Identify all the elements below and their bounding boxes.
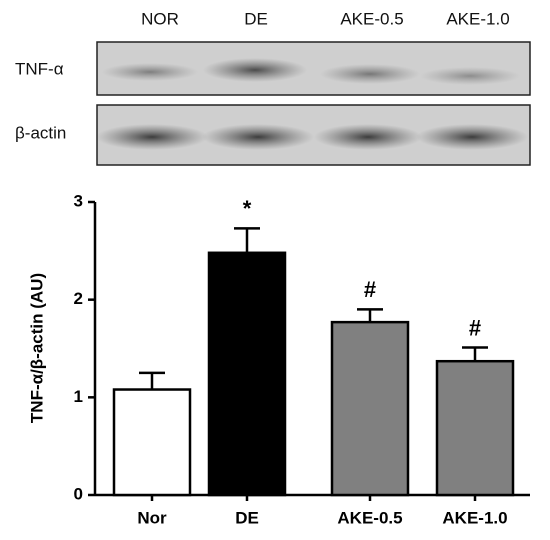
y-tick-label: 3 [74,191,83,210]
annotation: * [243,196,252,221]
annotation: # [469,315,481,340]
band [202,124,314,150]
band [203,58,307,82]
band [416,124,528,150]
y-axis-label: TNF-α/β-actin (AU) [27,273,46,423]
lane-label: NOR [141,9,179,28]
y-tick-label: 2 [74,289,83,308]
bar [330,320,410,497]
bar [435,359,515,497]
x-tick-label: AKE-0.5 [337,508,402,527]
bar [112,388,192,497]
lane-label: AKE-0.5 [340,9,403,28]
annotation: # [364,277,376,302]
band [96,124,208,150]
x-tick-label: AKE-1.0 [442,508,507,527]
y-tick-label: 1 [74,387,83,406]
band [102,63,198,81]
row-label: TNF-α [15,59,64,78]
band [420,67,520,85]
row-label: β-actin [15,123,66,142]
blot: NOR DE AKE-0.5 AKE-1.0 TNF-α β-actin [15,9,531,166]
x-tick-label: Nor [137,508,167,527]
band [314,124,422,150]
lane-label: AKE-1.0 [446,9,509,28]
y-tick-label: 0 [74,484,83,503]
band [320,64,420,84]
lane-label: DE [244,9,268,28]
x-tick-label: DE [235,508,259,527]
bar [207,251,287,497]
